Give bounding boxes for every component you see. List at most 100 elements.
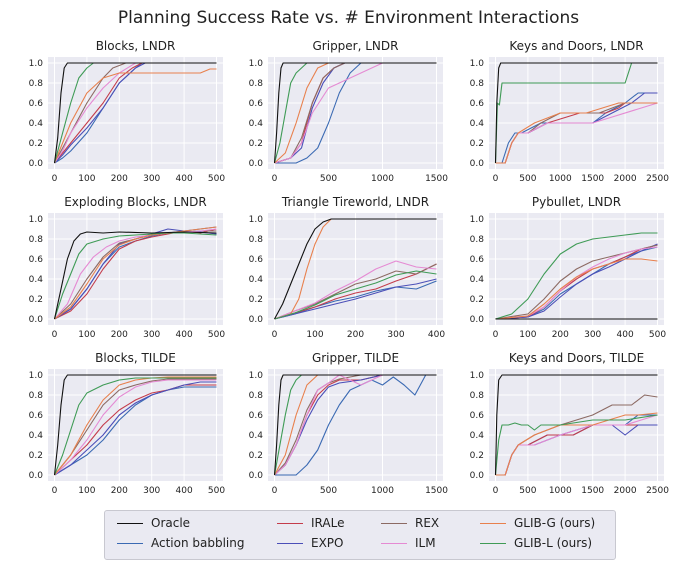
- panel-keys-and-doors-tilde: 0 500 1000 1500 2000 2500 0.0 0.2 0.4 0.6 0.8 1.0 Ke…: [470, 351, 670, 496]
- x-tick-label: 500: [519, 174, 536, 184]
- y-tick-label: 0.6: [249, 255, 264, 265]
- y-tick-label: 0.0: [470, 159, 485, 169]
- legend-swatch-oracle: [117, 522, 143, 524]
- y-tick-label: 0.8: [29, 79, 44, 89]
- x-tick-label: 1000: [549, 486, 572, 496]
- y-tick-label: 0.2: [249, 295, 263, 305]
- series-line-oracle: [273, 62, 437, 164]
- y-tick-label: 0.0: [29, 471, 44, 481]
- panel-keys-and-doors-lndr: 0 500 1000 1500 2000 2500 0.0 0.2 0.4 0.6 0.8 1.0 Ke…: [470, 39, 670, 184]
- y-tick-label: 0.4: [249, 275, 264, 285]
- x-tick-label: 2500: [646, 174, 669, 184]
- x-tick-label: 100: [78, 330, 95, 340]
- y-tick-label: 1.0: [29, 59, 44, 69]
- y-tick-label: 0.6: [470, 411, 485, 421]
- series-line-irale: [274, 263, 437, 320]
- series-line-glib-g-ours: [54, 226, 217, 320]
- x-tick-label: 0: [493, 330, 499, 340]
- x-tick-label: 1500: [425, 486, 448, 496]
- x-tick-label: 100: [306, 330, 323, 340]
- series-line-rex: [54, 378, 217, 476]
- legend-item-iralle: IRALe: [277, 516, 344, 530]
- y-tick-label: 0.8: [29, 235, 44, 245]
- series-line-oracle: [53, 374, 217, 476]
- x-tick-label: 400: [176, 174, 193, 184]
- series-line-oracle: [274, 218, 437, 320]
- y-tick-label: 0.8: [29, 391, 44, 401]
- series-line-oracle: [53, 231, 217, 320]
- panel-title: Exploding Blocks, LNDR: [64, 195, 207, 209]
- panel-blocks-lndr: 0 100 200 300 400 500 0.0 0.2 0.4 0.6 0.8 1.0 Blocks…: [29, 39, 226, 184]
- x-tick-label: 200: [347, 330, 364, 340]
- legend-swatch-action-babbling: [117, 542, 143, 544]
- y-tick-label: 0.2: [29, 139, 43, 149]
- series-line-glib-l-ours: [53, 377, 217, 476]
- x-tick-label: 1000: [371, 174, 394, 184]
- legend-item-glib-l: GLIB-L (ours): [480, 536, 592, 550]
- y-tick-label: 0.8: [470, 79, 485, 89]
- panel-title: Gripper, LNDR: [313, 39, 399, 53]
- series-line-action-babbling: [274, 280, 437, 320]
- series-line-ilm: [274, 62, 437, 164]
- panel-title: Pybullet, LNDR: [532, 195, 621, 209]
- legend-item-expo: EXPO: [277, 536, 343, 550]
- series-line-glib-l-ours: [274, 270, 437, 320]
- y-tick-label: 0.4: [470, 119, 485, 129]
- legend-swatch-glib-g: [480, 522, 506, 524]
- x-tick-label: 500: [208, 486, 225, 496]
- y-tick-label: 0.4: [249, 431, 264, 441]
- y-tick-label: 0.8: [249, 235, 264, 245]
- x-tick-label: 0: [52, 330, 58, 340]
- panel-blocks-tilde: 0 100 200 300 400 500 0.0 0.2 0.4 0.6 0.8 1.0 Blocks…: [29, 351, 226, 496]
- legend-swatch-glib-l: [480, 542, 506, 544]
- series-line-irale: [54, 62, 217, 164]
- x-tick-label: 0: [272, 174, 278, 184]
- series-line-ilm: [495, 246, 658, 320]
- series-line-glib-l-ours: [53, 232, 217, 320]
- x-tick-label: 1500: [425, 174, 448, 184]
- legend-item-action-babbling: Action babbling: [117, 536, 245, 550]
- panel-title: Keys and Doors, TILDE: [509, 351, 644, 365]
- series-line-expo: [54, 381, 217, 476]
- series-line-glib-l-ours: [273, 62, 437, 164]
- legend: Oracle Action babbling IRALe EXPO REX IL…: [104, 510, 616, 560]
- y-tick-label: 0.8: [470, 235, 485, 245]
- x-tick-label: 100: [519, 330, 536, 340]
- x-tick-label: 300: [584, 330, 601, 340]
- y-tick-label: 0.6: [29, 255, 44, 265]
- x-tick-label: 500: [208, 330, 225, 340]
- x-tick-label: 500: [519, 486, 536, 496]
- x-tick-label: 0: [272, 486, 278, 496]
- legend-swatch-rex: [381, 522, 407, 524]
- x-tick-label: 200: [111, 330, 128, 340]
- y-tick-label: 1.0: [470, 59, 485, 69]
- panel-gripper-tilde: 0 500 1000 1500 0.0 0.2 0.4 0.6 0.8 1.0 Gripper, T…: [249, 351, 449, 496]
- series-line-glib-g-ours: [495, 412, 658, 476]
- series-line-oracle: [53, 62, 217, 164]
- panel-gripper-lndr: 0 500 1000 1500 0.0 0.2 0.4 0.6 0.8 1.0 Gripper, L…: [249, 39, 449, 184]
- series-line-expo: [495, 243, 658, 320]
- series-line-glib-g-ours: [53, 68, 217, 164]
- panel-triangle-tireworld-lndr: 0 100 200 300 400 0.0 0.2 0.4 0.6 0.8 1.0 Triangle …: [249, 195, 446, 340]
- legend-label-expo: EXPO: [311, 536, 344, 550]
- y-tick-label: 0.6: [29, 411, 44, 421]
- x-tick-label: 500: [649, 330, 666, 340]
- plot-area: [268, 369, 443, 481]
- legend-label-ilm: ILM: [415, 536, 436, 550]
- y-tick-label: 0.6: [470, 255, 485, 265]
- x-tick-label: 400: [176, 330, 193, 340]
- y-tick-label: 0.2: [470, 451, 484, 461]
- x-tick-label: 200: [552, 330, 569, 340]
- series-line-ilm: [274, 260, 437, 320]
- series-line-oracle: [494, 62, 658, 164]
- x-tick-label: 200: [111, 174, 128, 184]
- x-tick-label: 300: [143, 486, 160, 496]
- legend-label-oracle: Oracle: [151, 516, 191, 530]
- series-line-irale: [54, 384, 217, 476]
- legend-swatch-expo: [277, 542, 303, 544]
- chart-title: Planning Success Rate vs. # Environment …: [117, 8, 580, 28]
- plot-area: [48, 57, 223, 169]
- x-tick-label: 0: [52, 174, 58, 184]
- x-tick-label: 400: [176, 486, 193, 496]
- legend-label-action-babbling: Action babbling: [151, 536, 245, 550]
